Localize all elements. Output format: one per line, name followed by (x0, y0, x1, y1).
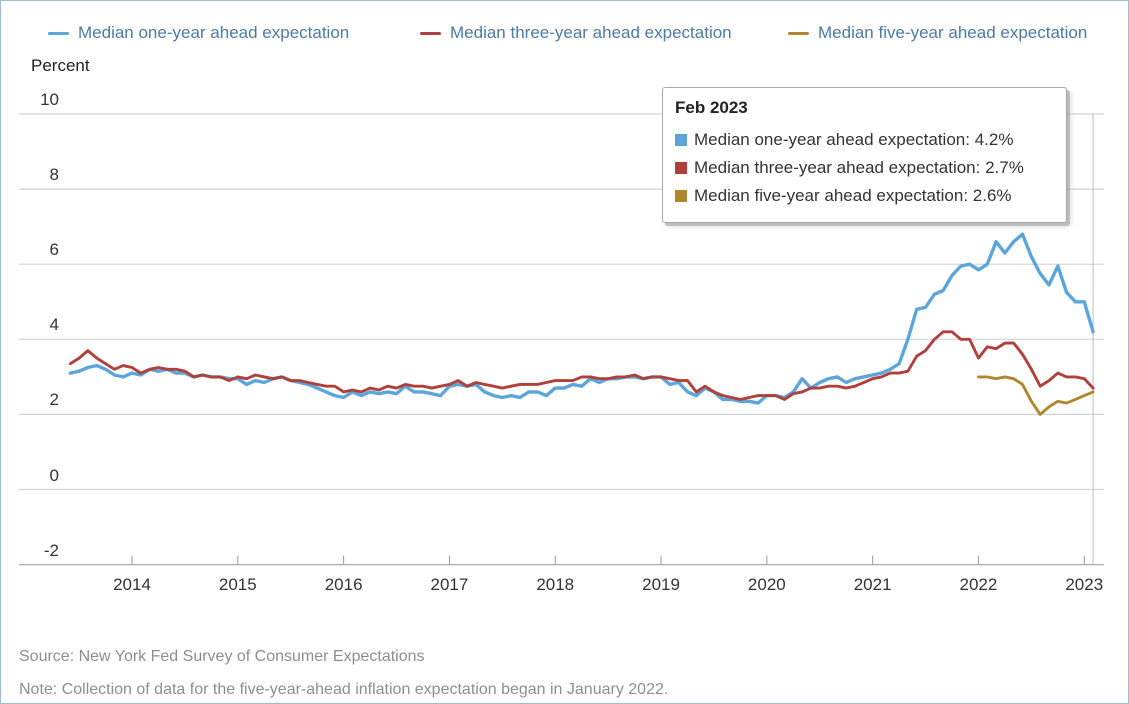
legend-label-one-year: Median one-year ahead expectation (78, 23, 350, 42)
series-line-one-year[interactable] (68, 232, 1095, 405)
x-tick-label: 2017 (430, 575, 469, 594)
series-line-five-year[interactable] (977, 375, 1095, 416)
one-year-swatch-icon (675, 134, 687, 146)
x-tick-label: 2015 (218, 575, 257, 594)
three-year-line-icon (420, 31, 441, 35)
y-tick-label: 4 (49, 315, 59, 335)
x-tick-label: 2022 (959, 575, 998, 594)
y-tick-label: 8 (49, 165, 59, 185)
x-tick-label: 2018 (536, 575, 575, 594)
legend-label-three-year: Median three-year ahead expectation (450, 23, 732, 42)
x-tick-label: 2021 (853, 575, 892, 594)
three-year-swatch-icon (675, 162, 687, 174)
x-tick-label: 2019 (642, 575, 680, 594)
one-year-line-icon (48, 31, 69, 35)
source-note: Source: New York Fed Survey of Consumer … (19, 648, 425, 665)
x-tick-label: 2020 (747, 575, 786, 594)
chart-tooltip: Feb 2023 Median one-year ahead expectati… (662, 87, 1067, 223)
y-tick-label: 6 (49, 240, 59, 260)
legend-label-five-year: Median five-year ahead expectation (818, 23, 1088, 42)
legend-item-one-year[interactable]: Median one-year ahead expectation (48, 22, 349, 44)
five-year-swatch-icon (675, 190, 687, 202)
tooltip-row-five-year: Median five-year ahead expectation: 2.6% (675, 182, 1054, 210)
x-tick-label: 2014 (113, 575, 151, 594)
five-year-line-icon (788, 31, 809, 35)
tooltip-row-one-year: Median one-year ahead expectation: 4.2% (675, 126, 1054, 154)
x-tick-label: 2016 (324, 575, 363, 594)
legend-item-three-year[interactable]: Median three-year ahead expectation (420, 22, 732, 44)
y-tick-label: 10 (40, 90, 59, 109)
y-tick-label: -2 (43, 540, 59, 560)
series-line-three-year[interactable] (68, 330, 1095, 401)
data-collection-note: Note: Collection of data for the five-ye… (19, 681, 669, 698)
y-tick-label: 0 (49, 465, 59, 485)
x-tick-label: 2023 (1065, 575, 1104, 594)
tooltip-date: Feb 2023 (675, 98, 748, 117)
legend-item-five-year[interactable]: Median five-year ahead expectation (788, 22, 1087, 44)
y-tick-label: 2 (49, 390, 59, 410)
y-axis-title: Percent (31, 56, 90, 75)
tooltip-row-three-year: Median three-year ahead expectation: 2.7… (675, 154, 1054, 182)
